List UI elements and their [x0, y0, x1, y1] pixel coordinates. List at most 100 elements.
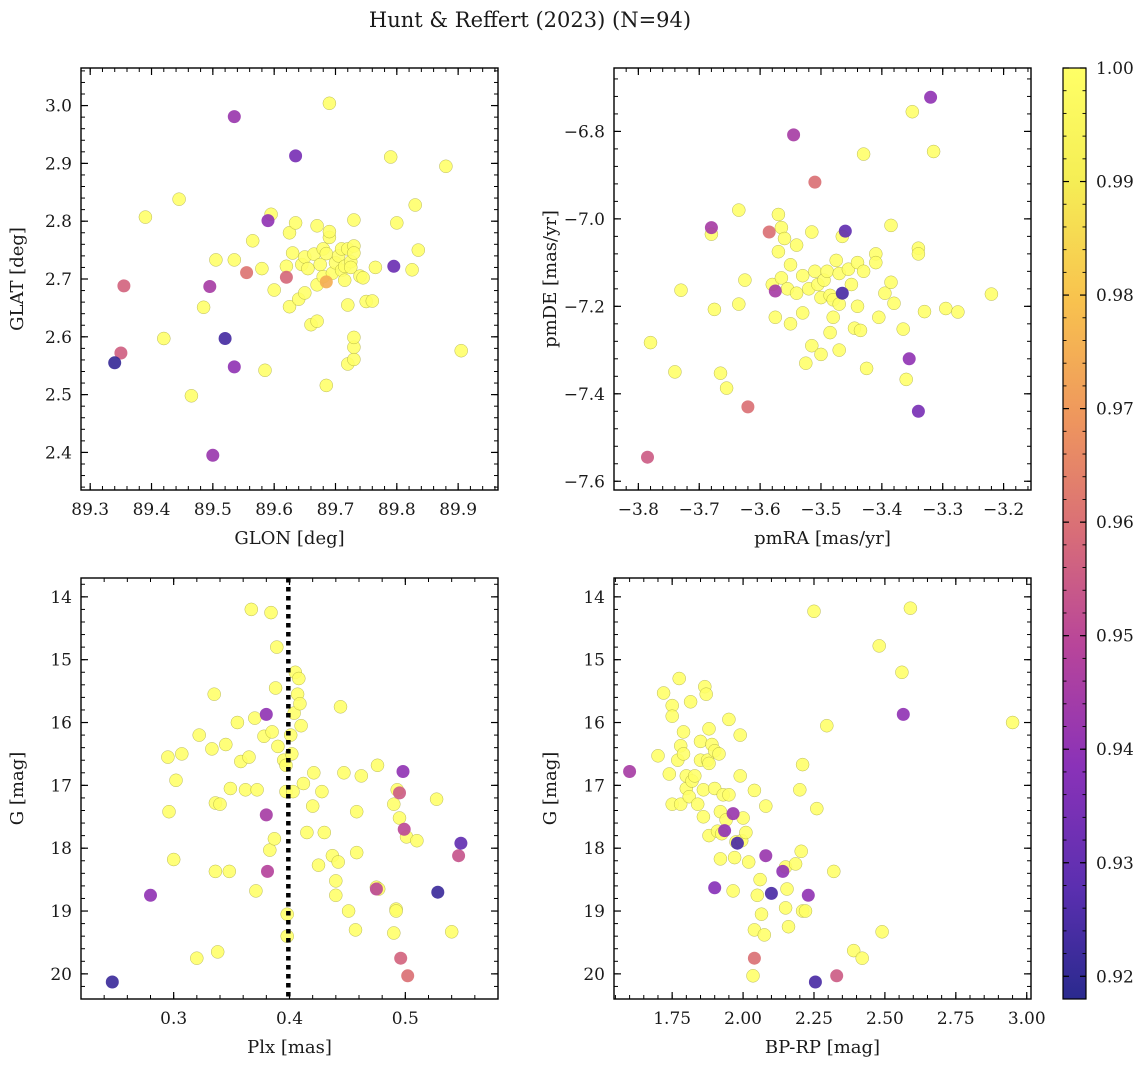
data-point [926, 144, 941, 159]
panel-1: 89.3 89.4 89.5 89.6 89.7 89.8 89.9 2.4 2.5 2.6 2.7… [7, 67, 499, 549]
data-point [713, 852, 728, 866]
data-point [444, 925, 459, 939]
data-point [776, 864, 790, 878]
data-point [774, 271, 789, 285]
data-point [390, 216, 404, 230]
data-point [730, 836, 744, 850]
x-tick-label: 89.9 [439, 500, 477, 520]
data-point [162, 804, 176, 819]
data-point [296, 776, 311, 791]
data-point [138, 210, 153, 224]
data-point [838, 224, 852, 238]
y-axis-label: pmDE [mas/yr] [540, 210, 561, 348]
data-point [365, 294, 380, 308]
data-point [682, 789, 696, 804]
data-point [329, 874, 343, 888]
data-point [759, 799, 773, 813]
data-point [820, 718, 834, 733]
data-point [206, 448, 220, 462]
data-point [268, 681, 283, 695]
data-point [623, 765, 637, 778]
data-point [688, 769, 702, 783]
data-point [733, 728, 747, 742]
data-point [315, 784, 329, 799]
y-tick-label: 16 [583, 714, 605, 734]
data-point [108, 356, 122, 370]
data-point [454, 836, 468, 850]
data-point [175, 747, 189, 761]
data-point [690, 797, 705, 811]
data-point [855, 951, 869, 965]
x-tick-label: 89.7 [317, 500, 355, 520]
data-point [265, 725, 279, 739]
colorbar-tick-label: 0.95 [1096, 627, 1134, 647]
data-point [787, 128, 801, 142]
data-point [896, 707, 910, 721]
y-tick-label: −7.0 [564, 210, 605, 230]
x-axis-label: BP-RP [mag] [765, 1037, 880, 1058]
data-point [783, 317, 798, 331]
data-point [683, 695, 698, 709]
y-tick-label: −6.8 [564, 122, 605, 142]
data-point [732, 297, 746, 311]
data-point [397, 822, 411, 836]
data-point [799, 356, 813, 370]
data-point [764, 886, 778, 900]
data-point [778, 901, 793, 915]
data-point [798, 904, 813, 918]
data-point [823, 325, 837, 340]
data-point [184, 389, 199, 403]
data-point [788, 857, 803, 871]
ticks: −3.8 −3.7 −3.6 −3.5 −3.4 −3.3 −3.2 −7.6 −7.4 −7.2… [564, 68, 1031, 520]
x-tick-label: 89.5 [194, 500, 232, 520]
data-point [294, 718, 308, 733]
data-point [738, 273, 752, 287]
data-point [322, 224, 337, 239]
y-tick-label: 20 [583, 965, 605, 985]
data-point [771, 244, 786, 259]
data-point [827, 864, 841, 879]
data-point [259, 707, 273, 721]
x-axis-label: pmRA [mas/yr] [754, 528, 891, 549]
data-point [676, 725, 691, 739]
data-point [250, 783, 264, 797]
x-axis-label: Plx [mas] [247, 1037, 332, 1058]
data-point [808, 975, 822, 989]
data-point [899, 372, 913, 387]
data-point [370, 758, 385, 773]
x-tick-label: 0.4 [276, 1009, 303, 1029]
data-point [227, 110, 241, 124]
data-point [820, 264, 834, 279]
data-point [172, 192, 186, 206]
data-point [329, 888, 343, 903]
data-point [331, 855, 345, 869]
data-point [205, 742, 219, 756]
colorbar-tick-label: 0.98 [1096, 286, 1134, 306]
data-point [641, 450, 654, 464]
data-point [429, 792, 444, 806]
y-tick-label: 17 [50, 776, 72, 796]
data-point [795, 268, 810, 283]
data-point [878, 286, 892, 300]
data-point [789, 286, 804, 300]
data-point [911, 247, 926, 261]
y-tick-label: 14 [583, 588, 605, 608]
data-point [896, 322, 910, 336]
data-point [917, 304, 932, 319]
data-point [676, 747, 691, 761]
axes-frame [613, 577, 1032, 1000]
x-tick-label: 0.3 [160, 1009, 187, 1029]
data-point [795, 757, 810, 772]
data-point [393, 786, 406, 800]
x-tick-label: 1.75 [653, 1009, 691, 1029]
y-axis-label: GLAT [deg] [7, 227, 28, 331]
figure-title: Hunt & Reffert (2023) (N=94) [369, 8, 691, 32]
data-point [672, 671, 686, 686]
points [623, 601, 1020, 989]
data-point [301, 261, 315, 276]
data-point [656, 686, 671, 700]
data-point [242, 750, 256, 764]
data-point [245, 234, 260, 248]
data-point [349, 804, 364, 819]
data-point [209, 253, 223, 267]
